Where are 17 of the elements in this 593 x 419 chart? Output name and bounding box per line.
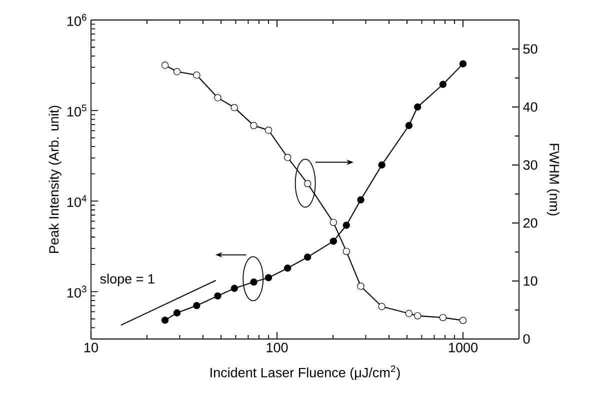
y2-axis-title: FWHM (nm) (546, 144, 560, 216)
y-tick-label: 10$^{5}$ (67, 104, 86, 116)
y2-tick-label: 50 (523, 44, 538, 54)
x-tick-label: 10 (84, 342, 98, 352)
y-tick-label: 10$^{3}$ (67, 286, 86, 298)
y-axis-title: Peak Intensity (Arb. unit) (48, 106, 62, 253)
x-tick-label: 100 (266, 342, 288, 352)
y2-tick-label: 10 (524, 276, 538, 286)
y2-tick-label: 30 (523, 160, 538, 170)
y-tick-label: 10$^{4}$ (67, 195, 86, 208)
y2-tick-label: 20 (523, 218, 538, 228)
x-tick-label: 1000 (449, 342, 478, 352)
x-axis-title: Incident Laser Fluence (μJ/cm$^{2}$) (210, 365, 400, 380)
y2-tick-label: 40 (523, 102, 538, 112)
annotation: slope = 1 (100, 274, 154, 286)
y-tick-label: 10$^{6}$ (67, 14, 86, 26)
y2-tick-label: 0 (523, 334, 530, 344)
